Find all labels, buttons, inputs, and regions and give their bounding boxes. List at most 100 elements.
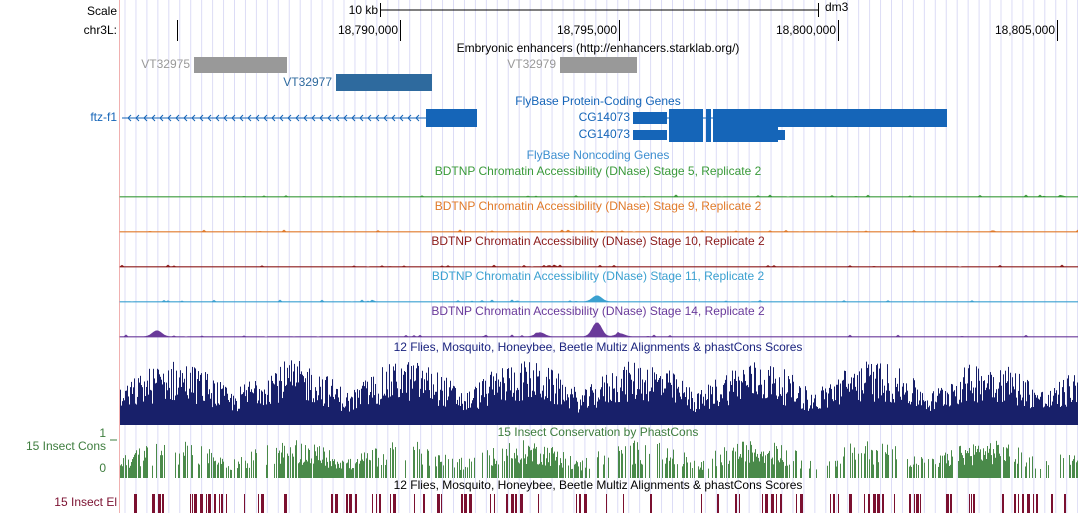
signal-bar xyxy=(755,367,756,425)
signal-bar xyxy=(618,446,619,478)
signal-bar xyxy=(343,461,344,478)
enhancer[interactable] xyxy=(560,57,637,73)
signal-bar xyxy=(849,391,850,425)
signal-bar xyxy=(804,410,805,425)
signal-bar xyxy=(746,445,747,478)
signal-bar xyxy=(585,389,586,425)
signal-bar xyxy=(970,456,971,478)
signal-bar xyxy=(794,401,795,425)
signal-bar xyxy=(122,466,123,478)
signal-bar xyxy=(204,400,205,425)
exon[interactable] xyxy=(706,127,711,142)
signal-bar xyxy=(461,393,462,425)
signal-bar xyxy=(574,386,575,425)
signal-bar xyxy=(359,390,360,425)
signal-bar xyxy=(534,391,535,425)
signal-bar xyxy=(135,403,136,425)
track-label[interactable]: 15 Insect Cons xyxy=(26,439,106,453)
signal-bar xyxy=(570,456,571,478)
signal-bar xyxy=(1003,374,1004,425)
signal-bar xyxy=(981,459,982,478)
signal-bar xyxy=(758,457,759,478)
signal-bar xyxy=(551,448,552,478)
signal-bar xyxy=(403,374,404,425)
signal-bar xyxy=(604,455,605,478)
signal-bar xyxy=(572,468,573,478)
signal-bar xyxy=(493,376,494,425)
signal-bar xyxy=(724,383,725,425)
signal-bar xyxy=(978,368,979,425)
signal-bar xyxy=(278,402,279,425)
signal-bar xyxy=(239,463,240,478)
signal-bar xyxy=(669,460,670,478)
signal-bar xyxy=(244,384,245,425)
signal-bar xyxy=(998,444,999,478)
signal-bar xyxy=(557,451,558,478)
signal-bar xyxy=(153,368,154,425)
signal-bar xyxy=(779,377,780,425)
exon[interactable] xyxy=(633,130,667,140)
signal-bar xyxy=(120,389,121,425)
exon[interactable] xyxy=(633,112,667,124)
signal-bar xyxy=(452,388,453,425)
signal-bar xyxy=(312,402,313,425)
signal-bar xyxy=(328,467,329,478)
signal-bar xyxy=(714,403,715,425)
signal-bar xyxy=(378,393,379,425)
exon[interactable] xyxy=(669,127,703,142)
signal-bar xyxy=(750,441,751,478)
signal-bar xyxy=(814,398,815,425)
exon[interactable] xyxy=(706,109,711,127)
signal-bar xyxy=(692,468,693,478)
element xyxy=(1027,494,1030,513)
exon[interactable] xyxy=(713,127,778,142)
signal-bar xyxy=(1050,390,1051,425)
signal-bar xyxy=(428,450,429,478)
signal-bar xyxy=(246,390,247,425)
signal-bar xyxy=(656,374,657,425)
signal-bar xyxy=(177,394,178,425)
signal-bar xyxy=(328,407,329,425)
signal-bar xyxy=(460,469,461,478)
signal-bar xyxy=(1035,468,1036,478)
signal-bar xyxy=(785,465,786,478)
arrow xyxy=(183,114,188,122)
signal-bar xyxy=(440,389,441,425)
signal-bar xyxy=(708,468,709,478)
signal-bar xyxy=(858,399,859,425)
scale-label: Scale xyxy=(87,4,117,18)
exon[interactable] xyxy=(778,130,785,140)
signal-bar xyxy=(778,460,779,478)
signal-bar xyxy=(525,367,526,425)
element xyxy=(909,494,911,513)
signal-bar xyxy=(566,400,567,425)
element xyxy=(1051,494,1053,513)
signal-bar xyxy=(786,450,787,478)
exon[interactable] xyxy=(669,109,703,127)
signal-bar xyxy=(338,397,339,425)
element xyxy=(717,494,719,513)
signal-bar xyxy=(711,394,712,425)
track-label[interactable]: ftz-f1 xyxy=(90,110,117,124)
signal-bar xyxy=(418,365,419,425)
axis-label: 0 xyxy=(99,461,106,475)
signal-bar xyxy=(797,398,798,425)
signal-bar xyxy=(519,401,520,425)
signal-bar xyxy=(491,465,492,478)
enhancer[interactable] xyxy=(194,57,287,73)
signal-bar xyxy=(759,384,760,425)
signal-bar xyxy=(408,362,409,425)
signal-bar xyxy=(471,403,472,425)
signal-bar xyxy=(1068,375,1069,425)
signal-bar xyxy=(531,449,532,478)
enhancer[interactable] xyxy=(336,74,432,91)
arrow xyxy=(135,114,140,122)
element xyxy=(219,494,220,513)
track-label[interactable]: 15 Insect El xyxy=(54,495,117,509)
exon[interactable] xyxy=(713,109,947,127)
signal-bar xyxy=(661,395,662,425)
signal-bar xyxy=(741,381,742,425)
exon[interactable] xyxy=(426,109,477,127)
signal-bar xyxy=(512,458,513,478)
signal-bar xyxy=(916,406,917,425)
